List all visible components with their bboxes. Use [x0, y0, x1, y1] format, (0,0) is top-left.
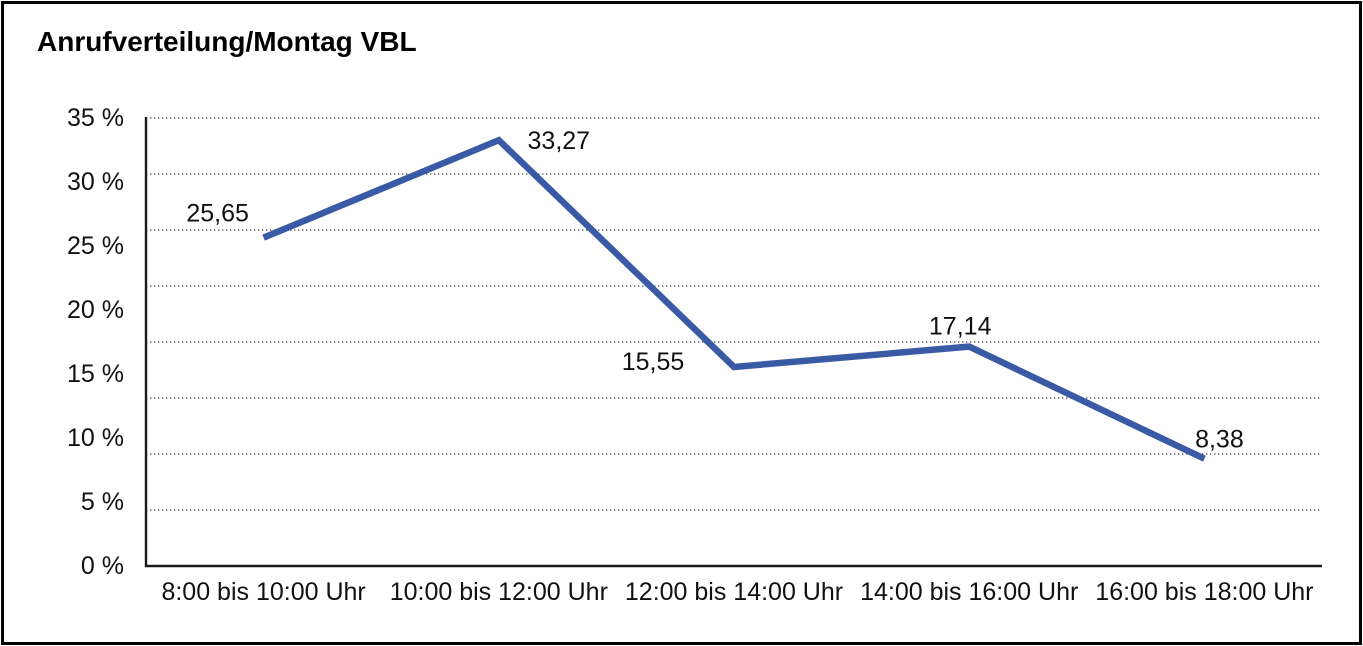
data-point-label: 33,27 [528, 127, 591, 155]
y-axis-tick-label: 30 % [67, 168, 124, 196]
y-axis-tick-label: 20 % [67, 296, 124, 324]
data-point-label: 8,38 [1195, 426, 1244, 454]
chart-title: Anrufverteilung/Montag VBL [37, 26, 417, 57]
x-axis-category-label: 14:00 bis 16:00 Uhr [860, 578, 1078, 606]
x-axis-category-label: 10:00 bis 12:00 Uhr [390, 578, 608, 606]
data-line [262, 136, 1206, 462]
data-point-label: 17,14 [929, 313, 992, 341]
data-point-label: 15,55 [622, 348, 685, 376]
y-axis-tick-label: 10 % [67, 424, 124, 452]
y-axis-tick-label: 25 % [67, 232, 124, 260]
y-axis-tick-label: 15 % [67, 360, 124, 388]
data-point-label: 25,65 [186, 200, 249, 228]
y-axis-tick-label: 5 % [81, 488, 124, 516]
x-axis-category-label: 12:00 bis 14:00 Uhr [625, 578, 843, 606]
y-axis-tick-label: 0 % [81, 552, 124, 580]
y-axis-tick-label: 35 % [67, 104, 124, 132]
x-axis-category-label: 8:00 bis 10:00 Uhr [161, 578, 365, 606]
x-axis-category-label: 16:00 bis 18:00 Uhr [1095, 578, 1313, 606]
